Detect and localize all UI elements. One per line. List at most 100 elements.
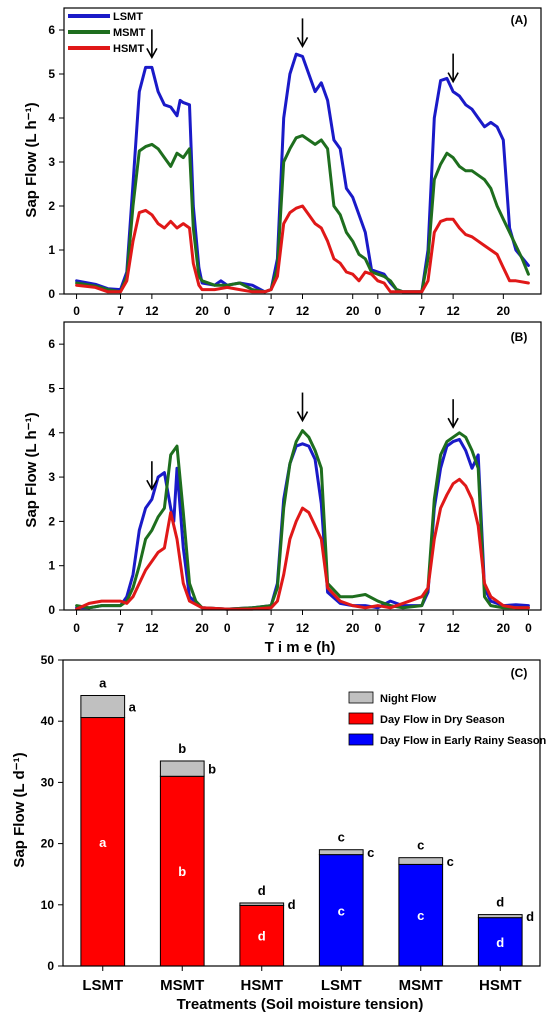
legend-night-flow-swatch — [348, 691, 374, 704]
x-tick-label: 7 — [268, 304, 275, 318]
legend-day-dry-label: Day Flow in Dry Season — [380, 714, 505, 726]
panel-c-frame — [62, 659, 541, 967]
sig-letter-day: a — [99, 835, 107, 850]
x-category-label: MSMT — [160, 977, 204, 994]
sig-letter-total: a — [99, 675, 107, 690]
sig-letter-total: d — [496, 895, 504, 910]
y-tick-label: 3 — [48, 155, 55, 169]
bar-night-flow — [477, 914, 523, 919]
panel-a-series — [75, 52, 530, 294]
x-tick-label: 7 — [268, 621, 275, 635]
bar-day-flow — [318, 854, 364, 967]
sig-letter-night: c — [447, 854, 454, 869]
panel-b-x-ticks: 0 7 12 20 0 7 12 20 0 7 12 20 0 — [73, 610, 532, 635]
x-tick-label: 12 — [145, 304, 159, 318]
x-tick-label: 20 — [346, 304, 360, 318]
x-tick-label: 12 — [145, 621, 159, 635]
sig-letter-total: c — [338, 830, 345, 845]
x-tick-label: 0 — [224, 304, 231, 318]
sig-letter-day: c — [417, 908, 424, 923]
panel-c-x-axis-label: Treatments (Soil moisture tension) — [177, 996, 424, 1013]
x-tick-label: 7 — [418, 621, 425, 635]
y-tick-label: 5 — [48, 67, 55, 81]
x-tick-label: 0 — [374, 304, 381, 318]
sig-letter-day: d — [496, 935, 504, 950]
bar-night-flow — [398, 857, 444, 865]
arrow-marker — [296, 392, 309, 423]
series-line-lsmt — [75, 52, 530, 294]
series-line-msmt — [75, 134, 530, 294]
panel-b-frame — [63, 321, 542, 611]
panel-c-y-ticks: 0 10 20 30 40 50 — [41, 653, 63, 973]
x-tick-label: 20 — [497, 621, 511, 635]
arrow-marker — [447, 399, 459, 429]
y-tick-label: 6 — [48, 337, 55, 351]
panel-a-y-ticks: 0 1 2 3 4 5 6 — [48, 23, 64, 301]
sig-letter-night: d — [288, 897, 296, 912]
panel-a-legend: LSMT MSMT HSMT — [68, 11, 146, 55]
panel-a-y-axis-label: Sap Flow (L h⁻¹) — [23, 102, 40, 217]
x-category-label: LSMT — [82, 977, 123, 994]
bar-day-flow — [80, 717, 126, 967]
bar-night-flow — [80, 694, 126, 719]
x-category-label: MSMT — [399, 977, 443, 994]
panel-c-x-ticks: LSMT MSMT HSMT LSMT MSMT HSMT — [82, 966, 522, 994]
panel-b-y-axis-label: Sap Flow (L h⁻¹) — [23, 412, 40, 527]
arrow-marker — [146, 29, 158, 60]
y-tick-label: 0 — [48, 603, 55, 617]
x-tick-label: 0 — [525, 621, 532, 635]
legend-msmt-label: MSMT — [113, 27, 146, 39]
bar-group: b b b — [159, 741, 216, 967]
y-tick-label: 40 — [41, 714, 55, 728]
y-tick-label: 10 — [41, 898, 55, 912]
arrow-marker — [146, 461, 158, 491]
panel-a-label: (A) — [511, 13, 528, 27]
x-tick-label: 0 — [224, 621, 231, 635]
panel-c-legend: Night Flow Day Flow in Dry Season Day Fl… — [348, 691, 547, 747]
sig-letter-total: d — [258, 883, 266, 898]
bar-night-flow — [239, 902, 285, 906]
legend-day-rainy-swatch — [348, 733, 374, 746]
y-tick-label: 1 — [48, 559, 55, 573]
legend-lsmt-label: LSMT — [113, 11, 143, 23]
y-tick-label: 30 — [41, 775, 55, 789]
legend-day-dry-swatch — [348, 712, 374, 725]
x-category-label: HSMT — [241, 977, 284, 994]
panel-a-arrows — [146, 18, 459, 84]
x-tick-label: 12 — [296, 621, 310, 635]
bar-day-flow — [159, 775, 205, 967]
series-line-lsmt — [75, 437, 530, 611]
panel-b-x-axis-label: T i m e (h) — [265, 639, 336, 656]
x-tick-label: 0 — [374, 621, 381, 635]
series-line-hsmt — [75, 204, 530, 294]
sig-letter-total: b — [178, 741, 186, 756]
y-tick-label: 0 — [48, 287, 55, 301]
y-tick-label: 1 — [48, 243, 55, 257]
y-tick-label: 6 — [48, 23, 55, 37]
bar-group: d d d — [477, 895, 534, 967]
panel-c-y-axis-label: Sap Flow (L d⁻¹) — [11, 752, 28, 867]
panel-b-series — [75, 429, 530, 611]
x-tick-label: 0 — [73, 304, 80, 318]
bar-group: c c c — [318, 830, 374, 967]
x-category-label: HSMT — [479, 977, 522, 994]
y-tick-label: 4 — [48, 426, 55, 440]
panel-b-label: (B) — [511, 330, 528, 344]
sig-letter-day: c — [338, 903, 345, 918]
sig-letter-day: d — [258, 929, 266, 944]
panel-c-bars: a a a b b b d d d c c c c c c d d d — [80, 675, 534, 967]
panel-b-y-ticks: 0 1 2 3 4 5 6 — [48, 337, 64, 617]
sig-letter-night: b — [208, 762, 216, 777]
bar-group: c c c — [398, 838, 454, 967]
series-line-msmt — [75, 429, 530, 611]
sig-letter-night: d — [526, 909, 534, 924]
x-tick-label: 0 — [73, 621, 80, 635]
x-category-label: LSMT — [321, 977, 362, 994]
y-tick-label: 2 — [48, 199, 55, 213]
y-tick-label: 4 — [48, 111, 55, 125]
x-tick-label: 20 — [195, 304, 209, 318]
y-tick-label: 5 — [48, 381, 55, 395]
